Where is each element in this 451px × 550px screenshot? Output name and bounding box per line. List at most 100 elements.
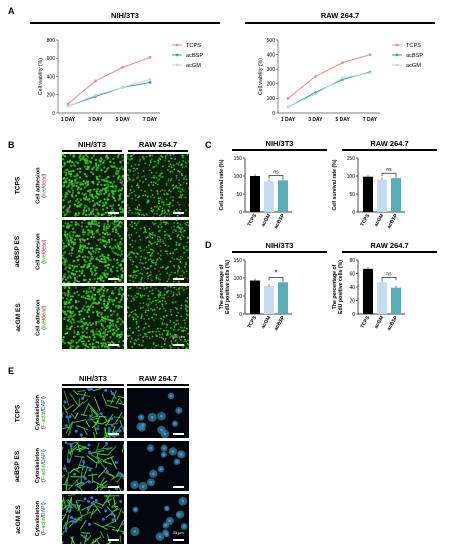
cell-live <box>159 291 162 294</box>
cell-live <box>147 307 150 309</box>
cell-live <box>154 267 156 270</box>
cell-live <box>158 200 160 202</box>
cell-live <box>120 189 123 192</box>
cell-live <box>65 260 68 263</box>
cell-live <box>144 281 146 283</box>
y-tick-label: 150 <box>347 156 356 162</box>
actin-fiber <box>107 534 111 544</box>
cell-live <box>87 233 90 236</box>
cell-dead <box>93 155 95 158</box>
cell-live <box>151 236 154 239</box>
cell-live <box>106 156 110 159</box>
actin-fiber <box>80 471 83 486</box>
cell-live <box>185 182 188 185</box>
cell-live <box>133 173 135 176</box>
panel-e-col-rule <box>127 384 189 386</box>
cell-live <box>134 169 137 172</box>
cell-live <box>159 173 162 175</box>
y-axis-label: The percentage of <box>219 264 225 309</box>
scale-bar <box>173 433 184 435</box>
cell-live <box>143 226 146 229</box>
actin-fiber <box>121 415 124 421</box>
cell-live <box>95 266 99 269</box>
cell-live <box>135 199 137 202</box>
series-line-acbsp <box>287 71 371 108</box>
cell-live <box>135 318 137 320</box>
cell-live <box>130 300 133 303</box>
cell-live <box>177 225 180 228</box>
cell-live <box>134 240 137 242</box>
cell-live <box>173 326 176 329</box>
cell-live <box>131 185 133 188</box>
cell-live <box>147 277 150 280</box>
micrograph-texture <box>62 388 124 438</box>
cell-live <box>161 296 164 299</box>
data-point-acbsp <box>148 81 152 84</box>
cell-live <box>86 345 90 349</box>
y-tick-label: 50 <box>349 192 355 198</box>
cell-live <box>169 336 172 339</box>
cell-live <box>88 208 91 211</box>
cell-live <box>87 221 91 224</box>
cell-live <box>151 292 154 295</box>
cell-live <box>115 169 118 172</box>
cell-live <box>137 215 139 217</box>
actin-fiber <box>104 455 114 461</box>
bar-tcps <box>363 268 373 314</box>
cell-live <box>169 190 172 193</box>
cell-live <box>172 252 175 255</box>
cell-live <box>154 241 156 244</box>
cell-live <box>64 180 67 184</box>
cell-live <box>185 308 188 311</box>
cell-live <box>170 177 173 180</box>
cell-live <box>184 196 187 199</box>
cell-live <box>158 236 161 239</box>
cell-live <box>156 238 159 241</box>
cell-live <box>163 237 166 239</box>
cell-live <box>115 246 118 249</box>
cell-live <box>112 157 115 160</box>
cell-live <box>76 279 79 282</box>
cell-live <box>139 245 142 248</box>
cell-live <box>166 266 169 269</box>
cell-live <box>132 318 135 321</box>
cell-dead <box>153 346 155 349</box>
scale-bar <box>173 278 184 280</box>
cell-live <box>139 259 142 261</box>
cell-dead <box>175 288 178 291</box>
cell-live <box>165 329 168 332</box>
data-point-tcps <box>286 97 290 100</box>
cell-live <box>99 255 102 258</box>
cell-dead <box>76 275 78 278</box>
nucleus <box>173 422 177 426</box>
cell-live <box>127 195 130 197</box>
cell-live <box>102 279 105 283</box>
cell-live <box>121 294 124 297</box>
cell-live <box>75 235 78 238</box>
cell-live <box>120 330 123 334</box>
nucleus <box>165 532 169 536</box>
cell-live <box>159 273 162 276</box>
cell-live <box>119 254 122 257</box>
cell-live <box>180 238 182 241</box>
nucleus <box>87 388 91 392</box>
actin-fiber <box>117 395 124 399</box>
cell-live <box>117 244 120 248</box>
actin-fiber <box>62 541 65 544</box>
cell-live <box>177 311 179 314</box>
cell-live <box>136 296 138 298</box>
cell-live <box>78 310 81 313</box>
cell-live <box>99 163 102 166</box>
cell-live <box>111 250 114 253</box>
cell-live <box>103 335 106 338</box>
bar-acbsp <box>278 180 288 212</box>
cell-dead <box>74 326 76 329</box>
cell-live <box>100 158 103 161</box>
cell-live <box>95 214 98 217</box>
panel-letter-b: B <box>8 140 15 150</box>
actin-fiber <box>63 390 70 406</box>
cell-live <box>130 337 133 340</box>
legend-marker <box>395 63 399 67</box>
cell-live <box>180 304 183 307</box>
cell-live <box>173 333 176 336</box>
